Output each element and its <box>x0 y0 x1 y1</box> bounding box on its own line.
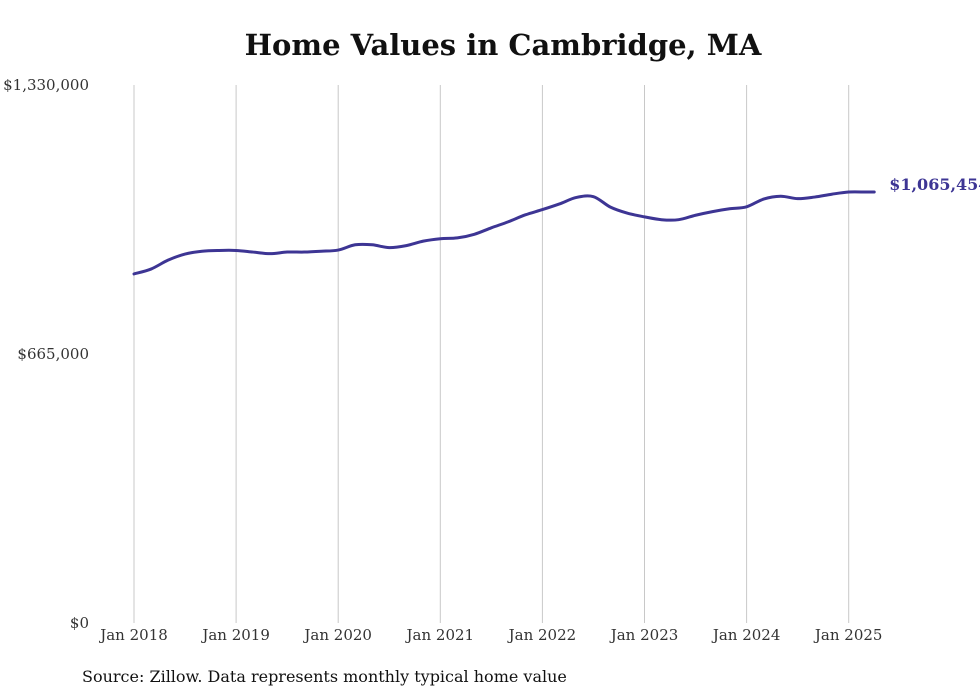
x-tick-label: Jan 2021 <box>405 626 475 644</box>
y-tick-label: $1,330,000 <box>3 76 89 94</box>
y-tick-label: $665,000 <box>17 345 89 363</box>
x-tick-label: Jan 2018 <box>98 626 168 644</box>
x-tick-label: Jan 2020 <box>302 626 372 644</box>
end-value-label: $1,065,454 <box>889 175 980 194</box>
x-tick-label: Jan 2023 <box>609 626 679 644</box>
series-layer: $1,065,454 <box>132 175 980 276</box>
source-note: Source: Zillow. Data represents monthly … <box>82 667 567 686</box>
x-tick-label: Jan 2024 <box>711 626 781 644</box>
series-line <box>132 190 876 276</box>
y-axis-tick-labels: $0 $665,000 $1,330,000 <box>3 76 89 632</box>
x-tick-label: Jan 2025 <box>813 626 883 644</box>
x-axis-tick-labels: Jan 2018 Jan 2019 Jan 2020 Jan 2021 Jan 2022… <box>98 626 882 644</box>
chart-title: Home Values in Cambridge, MA <box>244 28 762 62</box>
vertical-gridlines <box>133 85 850 623</box>
x-tick-label: Jan 2022 <box>507 626 577 644</box>
y-tick-label: $0 <box>70 614 89 632</box>
x-tick-label: Jan 2019 <box>200 626 270 644</box>
